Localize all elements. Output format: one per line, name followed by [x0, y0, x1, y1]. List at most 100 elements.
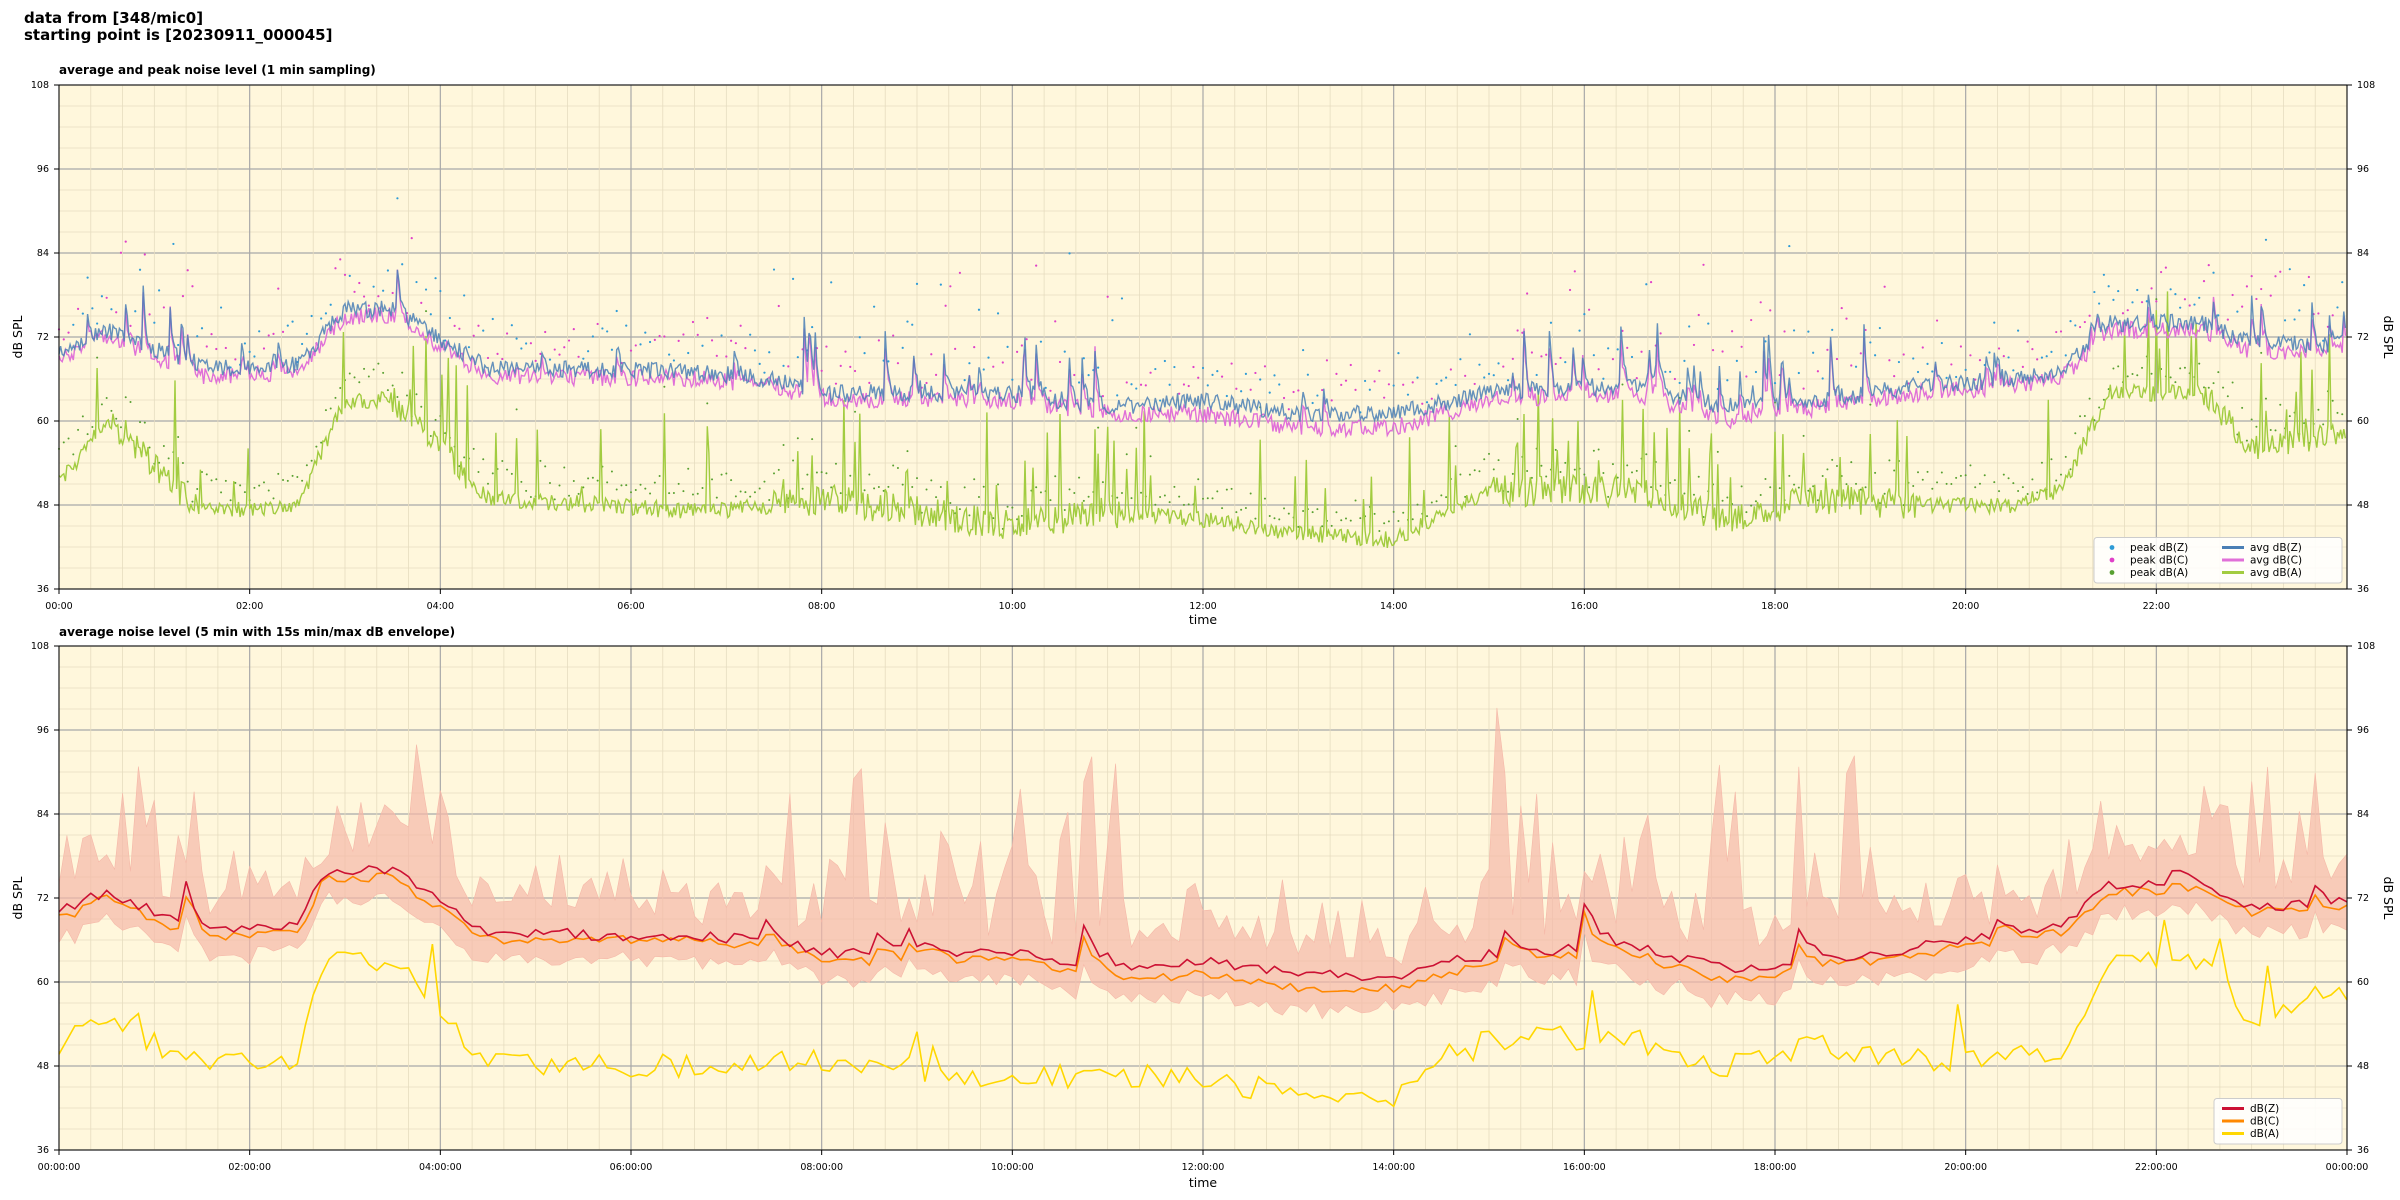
peak-dot — [2155, 298, 2158, 301]
peak-dot — [339, 258, 342, 261]
peak-dot — [634, 488, 637, 491]
peak-dot — [1626, 464, 1629, 467]
peak-dot — [896, 362, 900, 365]
peak-dot — [372, 368, 375, 371]
peak-dot — [1850, 461, 1853, 464]
peak-dot — [939, 283, 942, 286]
peak-dot — [1168, 383, 1171, 386]
peak-dot — [448, 316, 451, 320]
peak-dot — [568, 494, 571, 497]
peak-dot — [1611, 463, 1614, 466]
legend-marker-dot — [2109, 545, 2115, 550]
peak-dot — [1049, 389, 1052, 392]
peak-dot — [2203, 386, 2205, 389]
peak-dot — [291, 320, 294, 323]
peak-dot — [1292, 390, 1295, 394]
peak-dot — [1135, 387, 1138, 390]
legend-label: dB(A) — [2250, 1128, 2279, 1140]
peak-dot — [1769, 486, 1772, 489]
peak-dot — [858, 336, 861, 339]
peak-dot — [1345, 517, 1347, 520]
peak-dot — [1278, 518, 1281, 521]
peak-dot — [777, 304, 780, 308]
peak-dot — [1077, 381, 1081, 384]
peak-dot — [1421, 402, 1424, 405]
y-tick-label-right: 36 — [2357, 584, 2369, 595]
peak-dot — [2250, 418, 2253, 421]
peak-dot — [505, 332, 509, 335]
peak-dot — [105, 397, 108, 400]
peak-dot — [1473, 382, 1476, 386]
legend-label: dB(C) — [2250, 1116, 2279, 1128]
peak-dot — [324, 409, 327, 412]
peak-dot — [677, 482, 680, 485]
chart-top-x-ticks: 00:00 02:00 04:00 06:00 08:00 10:00 12:00 14:00… — [45, 589, 2170, 612]
peak-dot — [2050, 458, 2053, 461]
peak-dot — [1669, 370, 1672, 373]
peak-dot — [310, 459, 313, 462]
peak-dot — [744, 346, 747, 350]
peak-dot — [2098, 406, 2101, 409]
peak-dot — [1411, 381, 1414, 384]
peak-dot — [887, 485, 890, 488]
peak-dot — [2040, 461, 2043, 464]
peak-dot — [525, 489, 528, 492]
peak-dot — [96, 322, 99, 325]
peak-dot — [1969, 354, 1972, 357]
header-source: data from [348/mic0] — [24, 9, 204, 27]
peak-dot — [2317, 312, 2320, 315]
peak-dot — [1883, 492, 1886, 495]
peak-dot — [1063, 350, 1066, 353]
peak-dot — [906, 320, 909, 323]
peak-dot — [2141, 366, 2144, 369]
peak-dot — [1459, 358, 1462, 361]
peak-dot — [958, 508, 961, 511]
peak-dot — [196, 335, 199, 338]
peak-dot — [1778, 487, 1781, 490]
series-line-dba — [58, 919, 2348, 1108]
y-tick-label-left: 48 — [37, 500, 49, 511]
peak-dot — [2274, 429, 2277, 432]
peak-dot — [625, 324, 628, 327]
peak-dot — [329, 407, 332, 410]
peak-dot — [1683, 492, 1686, 495]
peak-dot — [1602, 377, 1605, 380]
peak-dot — [1926, 470, 1929, 473]
peak-dot — [1592, 449, 1595, 452]
peak-dot — [1697, 313, 1700, 317]
chart-bottom-title: average noise level (5 min with 15s min/… — [59, 625, 455, 639]
x-tick-label: 10:00 — [999, 601, 1026, 612]
peak-dot — [1368, 388, 1371, 391]
peak-dot — [1711, 349, 1715, 352]
peak-dot — [2017, 329, 2020, 332]
peak-dot — [1020, 514, 1023, 517]
peak-dot — [386, 269, 389, 272]
legend-label: peak dB(A) — [2130, 567, 2188, 579]
peak-dot — [1997, 347, 2001, 350]
peak-dot — [1845, 317, 1848, 320]
peak-dot — [119, 426, 122, 429]
peak-dot — [577, 355, 580, 358]
peak-dot — [1559, 356, 1562, 360]
peak-dot — [1383, 396, 1386, 399]
peak-dot — [687, 351, 690, 355]
peak-dot — [1087, 374, 1090, 377]
peak-dot — [625, 484, 628, 487]
x-tick-label: 22:00 — [2143, 601, 2170, 612]
peak-dot — [177, 343, 180, 347]
peak-dot — [1912, 484, 1915, 487]
peak-dot — [591, 476, 594, 479]
peak-dot — [1640, 350, 1643, 353]
peak-dot — [1764, 340, 1767, 343]
y-tick-label-right: 108 — [2357, 641, 2375, 652]
peak-dot — [1311, 511, 1314, 514]
peak-dot — [1526, 292, 1529, 295]
peak-dot — [2298, 309, 2301, 312]
peak-dot — [200, 327, 204, 330]
peak-dot — [2150, 287, 2153, 290]
peak-dot — [1936, 481, 1939, 484]
peak-dot — [1240, 390, 1243, 393]
peak-dot — [1788, 474, 1791, 477]
peak-dot — [715, 496, 718, 499]
peak-dot — [1225, 488, 1228, 491]
